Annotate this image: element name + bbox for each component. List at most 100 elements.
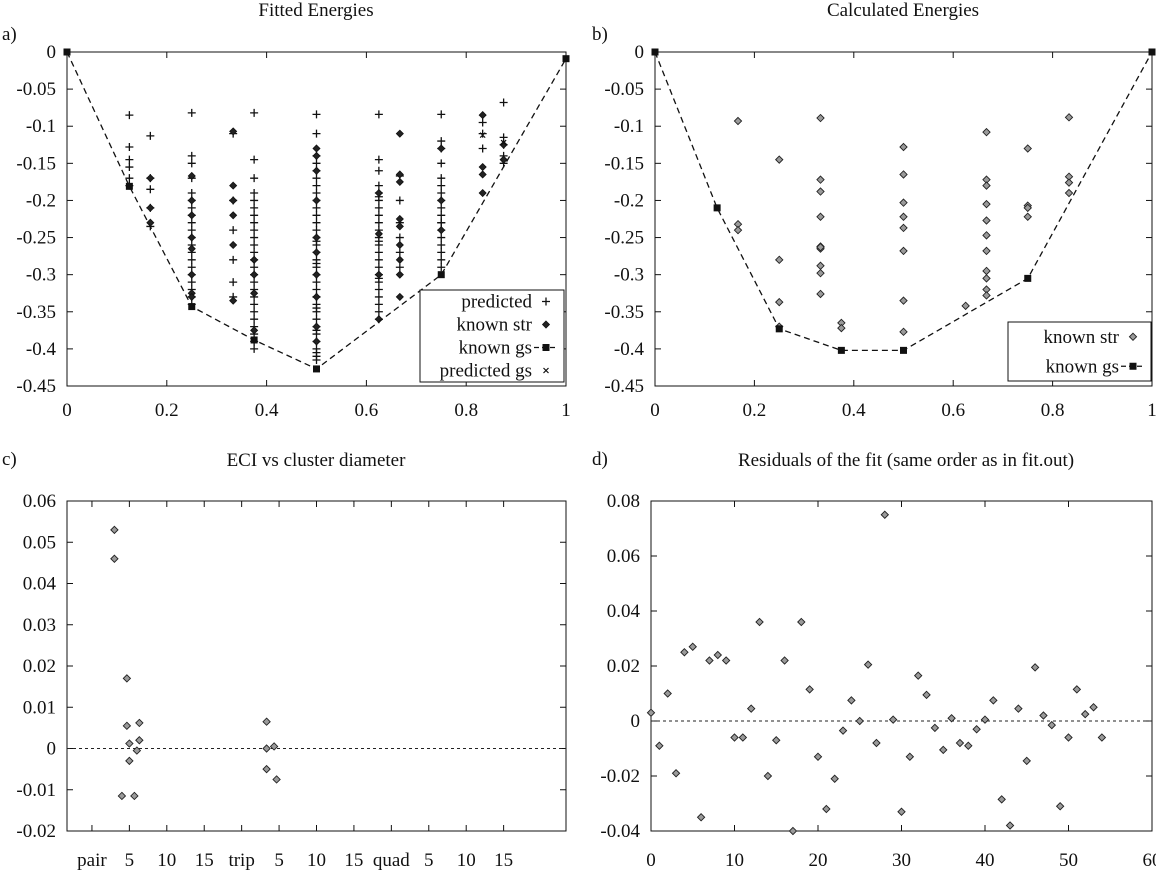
x-tick-label: 10	[157, 850, 176, 871]
data-point	[374, 270, 383, 279]
data-point	[374, 300, 383, 309]
data-point	[437, 174, 446, 183]
data-point	[110, 554, 119, 563]
data-point	[733, 116, 743, 126]
legend-label: known str	[1044, 327, 1120, 348]
data-point	[1055, 802, 1065, 811]
data-point	[478, 111, 487, 120]
data-point	[479, 132, 486, 139]
data-point	[499, 140, 508, 149]
data-point	[312, 337, 321, 346]
data-point	[437, 263, 446, 272]
data-point	[922, 690, 931, 700]
data-point	[395, 240, 404, 250]
chart-title: ECI vs cluster diameter	[227, 450, 407, 471]
data-point	[1072, 685, 1082, 694]
data-point	[250, 174, 259, 183]
data-point	[655, 741, 664, 750]
data-point	[187, 189, 196, 198]
data-point	[1005, 821, 1015, 830]
data-point	[229, 127, 238, 136]
data-point	[262, 744, 271, 753]
data-point	[989, 696, 998, 705]
data-point	[982, 127, 991, 137]
data-point	[187, 255, 196, 264]
data-point	[187, 203, 196, 212]
data-point	[250, 344, 259, 353]
data-point	[816, 187, 825, 196]
data-point	[125, 756, 134, 766]
data-point	[671, 769, 681, 778]
data-point	[437, 218, 446, 227]
data-point	[746, 704, 756, 713]
data-point	[863, 660, 873, 669]
y-tick-label: -0.4	[614, 339, 645, 360]
data-point	[437, 240, 446, 249]
data-point	[374, 155, 383, 164]
data-point	[437, 181, 446, 190]
data-point	[688, 642, 697, 651]
y-tick-label: -0.1	[26, 116, 56, 137]
y-tick-label: 0.03	[23, 615, 56, 636]
x-tick-label: 10	[457, 850, 476, 871]
data-point	[1064, 188, 1074, 198]
y-tick-label: -0.4	[26, 339, 57, 360]
y-tick-label: 0.02	[607, 656, 640, 677]
legend-label: known str	[457, 315, 533, 336]
panel-label: a)	[2, 24, 17, 45]
series-points	[646, 510, 1107, 836]
y-tick-label: -0.01	[16, 780, 56, 801]
data-point	[838, 726, 848, 735]
data-point	[395, 170, 404, 179]
data-point	[816, 212, 825, 222]
data-point	[1023, 144, 1032, 153]
series-points	[110, 525, 281, 801]
data-point	[395, 214, 404, 224]
data-point	[1080, 709, 1090, 719]
x-tick-label: 0.2	[743, 400, 767, 421]
data-point	[437, 196, 446, 205]
data-point	[982, 216, 991, 225]
data-point	[187, 211, 196, 220]
data-point	[899, 296, 908, 305]
data-point	[437, 137, 446, 146]
data-point	[250, 189, 259, 198]
plot-frame	[654, 51, 1153, 387]
data-point	[1064, 113, 1074, 122]
data-point	[713, 650, 723, 660]
data-point	[187, 270, 196, 279]
data-point	[395, 129, 404, 138]
data-point	[132, 746, 142, 755]
y-tick-label: -0.45	[604, 376, 644, 397]
data-point	[395, 255, 404, 264]
data-point	[110, 525, 119, 535]
data-point	[312, 144, 321, 153]
y-tick-label: -0.02	[16, 821, 56, 842]
data-point	[250, 300, 259, 309]
data-point	[250, 211, 259, 220]
legend-marker	[1129, 362, 1137, 370]
x-tick-label: 0	[646, 850, 656, 871]
data-point	[982, 231, 991, 240]
data-point	[855, 716, 864, 726]
data-point	[229, 255, 238, 264]
data-point	[780, 656, 789, 665]
data-point	[229, 278, 238, 287]
data-point	[146, 185, 155, 194]
data-point	[437, 110, 446, 119]
data-point	[478, 170, 487, 179]
data-point	[374, 263, 383, 272]
data-point	[250, 155, 259, 164]
data-point	[395, 196, 404, 205]
data-point	[188, 303, 196, 311]
data-point	[269, 742, 279, 751]
data-point	[374, 218, 383, 227]
data-point	[312, 189, 321, 198]
panel-a-fitted-energies: Fitted Energies a) 0 -0.05 -0.1 -0.15 -0.2 -0.2…	[2, 0, 571, 421]
data-point	[437, 255, 446, 264]
data-point	[250, 196, 259, 205]
x-tick-label: 0.8	[1041, 400, 1065, 421]
data-point	[374, 237, 383, 246]
data-point	[125, 143, 134, 152]
y-tick-label: -0.15	[16, 153, 56, 174]
